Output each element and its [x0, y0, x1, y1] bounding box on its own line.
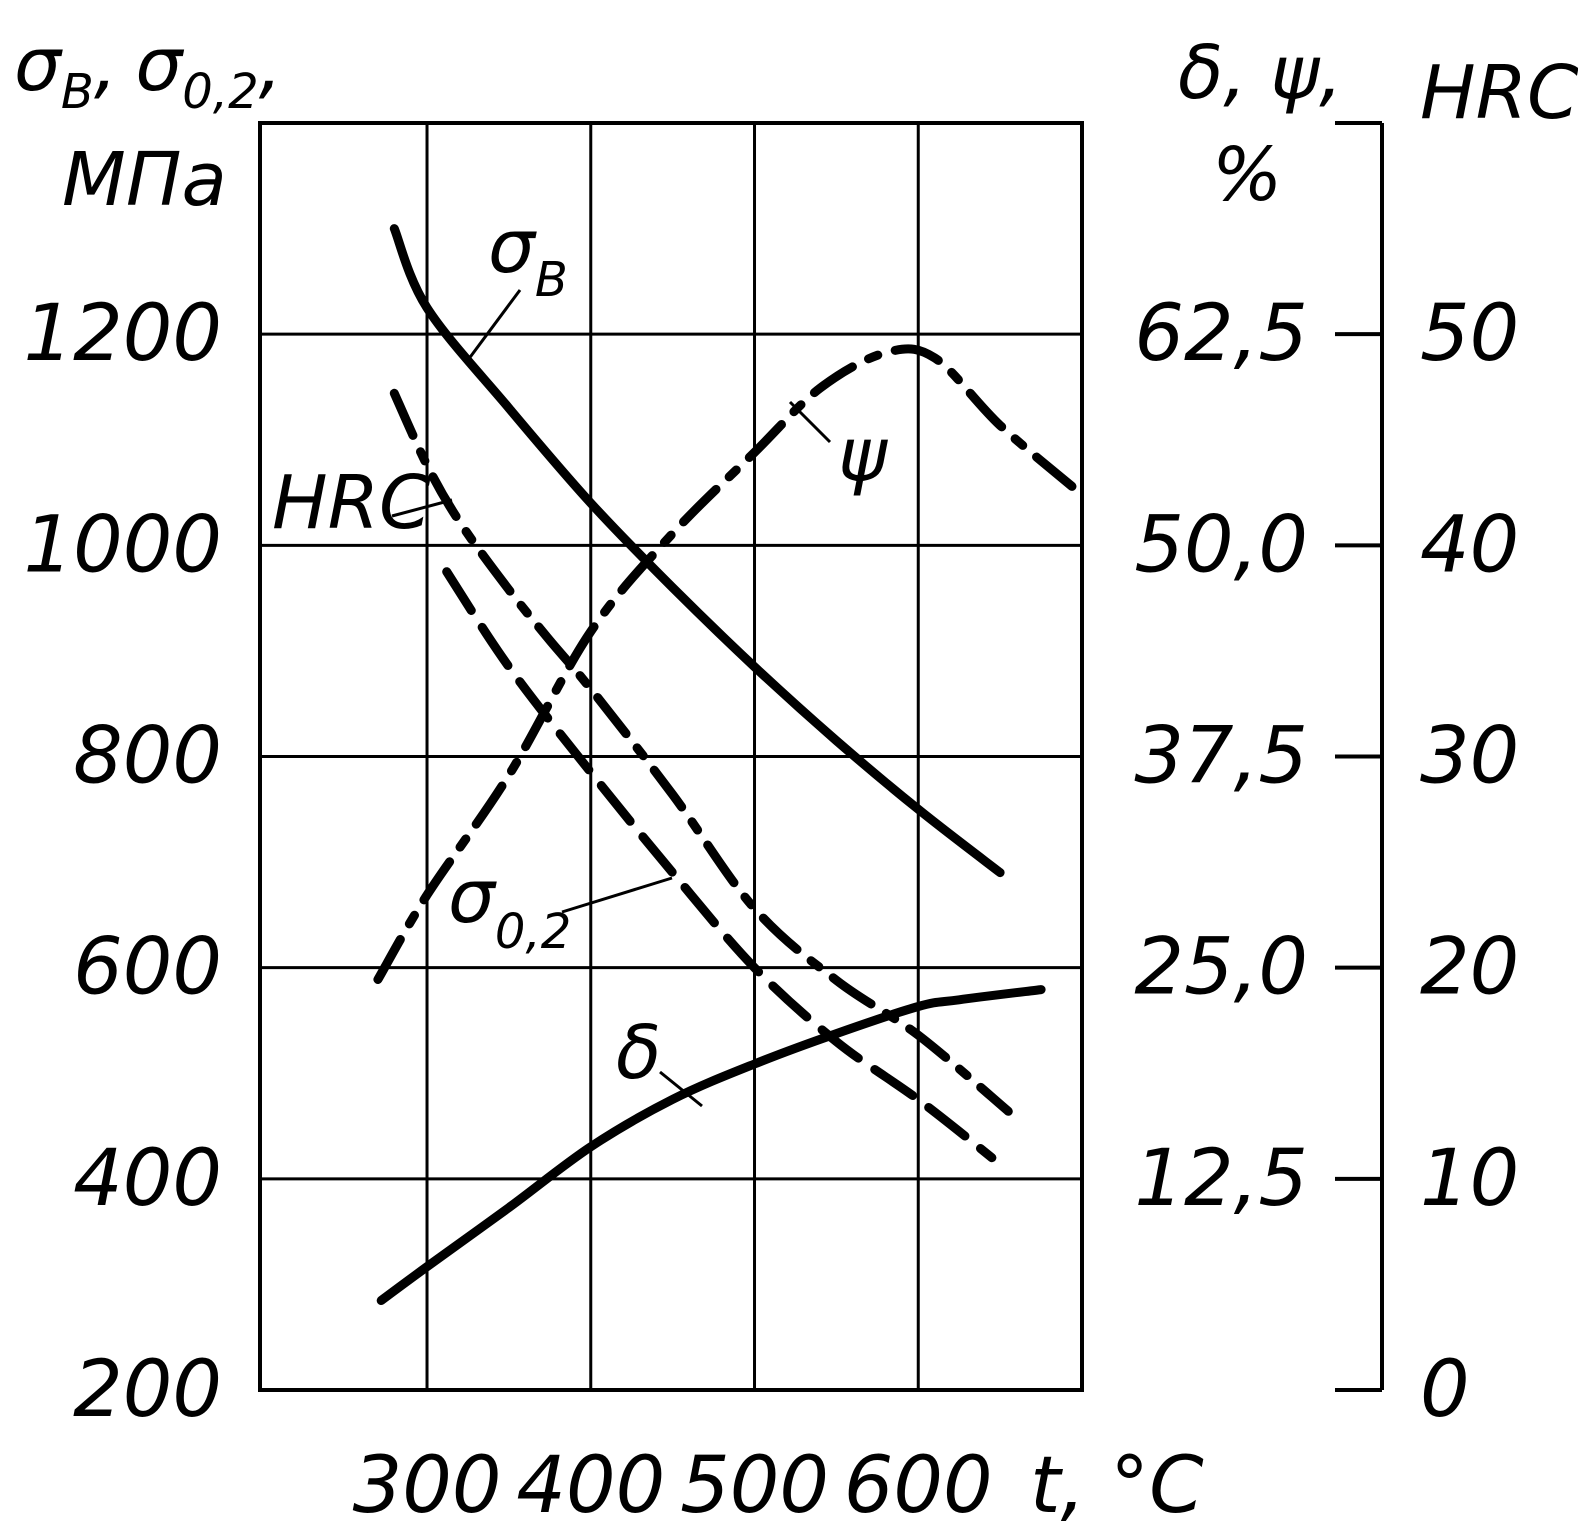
sigma-02-leader: [561, 876, 673, 914]
sigma-02-label: σ0,2: [448, 854, 571, 960]
right-pct-tick-label: 25,0: [1134, 923, 1308, 1013]
right-pct-axis-title: δ, ψ,: [1178, 30, 1343, 116]
right-hrc-tick-label: 50: [1420, 289, 1519, 379]
right-pct-tick-label: 62,5: [1134, 289, 1308, 379]
delta-curve: [376, 985, 1046, 1305]
right-hrc-tick-label: 40: [1420, 500, 1519, 590]
hrc-leader: [391, 498, 453, 518]
grid: [258, 121, 1084, 1392]
sigma-b-curve: [389, 224, 1005, 878]
hrc-curve-label: HRC: [272, 460, 431, 546]
right-pct-tick-label: 37,5: [1134, 712, 1308, 802]
hrc-curve: [389, 388, 1013, 1116]
right-pct-tick-label: 12,5: [1134, 1134, 1308, 1224]
right-hrc-tick-label: 0: [1420, 1345, 1470, 1435]
right-hrc-tick-label: 20: [1420, 923, 1519, 1013]
left-tick-label: 1000: [23, 500, 222, 590]
sigma-02-curve: [442, 567, 997, 1163]
left-axis-title: σB, σ0,2,: [14, 22, 282, 120]
curves: [373, 224, 1087, 1305]
right-hrc-tick-label: 30: [1420, 712, 1519, 802]
x-tick-label: 600: [844, 1441, 993, 1531]
right-hrc-axis-title: HRC: [1420, 50, 1578, 136]
sigma-b-label: σB: [488, 204, 568, 308]
psi-curve: [373, 344, 1087, 984]
right-hrc-tick-label: 10: [1420, 1134, 1519, 1224]
leader-lines: [391, 289, 832, 1108]
left-tick-label: 400: [73, 1134, 222, 1224]
left-tick-label: 1200: [23, 289, 222, 379]
x-tick-label: 300: [353, 1441, 502, 1531]
x-tick-label: 500: [680, 1441, 829, 1531]
right-pct-tick-label: 50,0: [1134, 500, 1308, 590]
right-axis: [1335, 121, 1384, 1392]
left-tick-label: 600: [73, 923, 222, 1013]
delta-label: δ: [616, 1010, 661, 1096]
left-tick-label: 800: [73, 712, 222, 802]
sigma-b-leader: [466, 289, 522, 361]
x-tick-label: 400: [516, 1441, 665, 1531]
right-pct-axis-unit: %: [1212, 132, 1282, 218]
left-tick-label: 200: [73, 1345, 222, 1435]
psi-label: ψ: [838, 412, 888, 498]
delta-leader: [659, 1070, 703, 1108]
left-axis-unit: МПа: [62, 137, 227, 223]
x-axis-title: t, °C: [1030, 1441, 1204, 1531]
psi-leader: [788, 400, 832, 444]
